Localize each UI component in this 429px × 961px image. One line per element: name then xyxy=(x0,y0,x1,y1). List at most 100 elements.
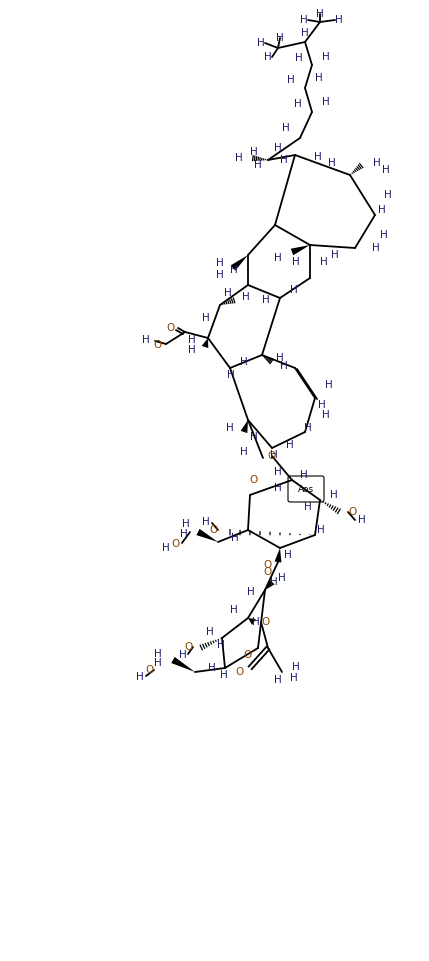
Text: H: H xyxy=(301,28,309,38)
Text: H: H xyxy=(250,147,258,157)
Text: H: H xyxy=(274,253,282,263)
Polygon shape xyxy=(196,529,218,542)
Text: H: H xyxy=(226,423,234,433)
Text: H: H xyxy=(206,627,214,637)
Text: H: H xyxy=(227,370,235,380)
Text: O: O xyxy=(172,539,180,549)
Text: H: H xyxy=(294,99,302,109)
Text: H: H xyxy=(202,517,210,527)
Text: H: H xyxy=(304,423,312,433)
Text: H: H xyxy=(276,33,284,43)
Text: H: H xyxy=(318,400,326,410)
Text: O: O xyxy=(185,642,193,652)
Text: H: H xyxy=(188,335,196,345)
Text: O: O xyxy=(244,650,252,660)
Polygon shape xyxy=(202,338,208,348)
Text: H: H xyxy=(382,165,390,175)
Text: H: H xyxy=(320,257,328,267)
Text: H: H xyxy=(242,292,250,302)
Text: H: H xyxy=(231,533,239,543)
Text: H: H xyxy=(220,670,228,680)
Text: H: H xyxy=(322,97,330,107)
Text: H: H xyxy=(300,15,308,25)
Text: H: H xyxy=(335,15,343,25)
Text: H: H xyxy=(286,440,294,450)
Text: H: H xyxy=(254,160,262,170)
Text: H: H xyxy=(262,295,270,305)
Text: O: O xyxy=(146,665,154,675)
Text: H: H xyxy=(280,155,288,165)
Text: H: H xyxy=(317,525,325,535)
Text: O: O xyxy=(264,560,272,570)
Text: H: H xyxy=(274,467,282,477)
Text: H: H xyxy=(300,470,308,480)
Text: H: H xyxy=(292,662,300,672)
Text: H: H xyxy=(322,52,330,62)
Text: H: H xyxy=(292,257,300,267)
Text: H: H xyxy=(154,658,162,668)
Text: H: H xyxy=(142,335,150,345)
Text: H: H xyxy=(290,673,298,683)
Text: H: H xyxy=(284,550,292,560)
Text: H: H xyxy=(264,52,272,62)
Text: O: O xyxy=(348,507,356,517)
Text: O: O xyxy=(210,525,218,535)
Text: H: H xyxy=(216,258,224,268)
Text: H: H xyxy=(380,230,388,240)
Text: H: H xyxy=(240,357,248,367)
Text: H: H xyxy=(287,75,295,85)
Polygon shape xyxy=(171,657,195,672)
Text: H: H xyxy=(154,649,162,659)
Text: H: H xyxy=(247,587,255,597)
Text: H: H xyxy=(304,502,312,512)
Text: H: H xyxy=(257,38,265,48)
Text: H: H xyxy=(235,153,243,163)
Text: H: H xyxy=(295,53,303,63)
FancyBboxPatch shape xyxy=(288,476,324,502)
Text: H: H xyxy=(202,313,210,323)
Text: H: H xyxy=(373,158,381,168)
Text: H: H xyxy=(217,640,225,650)
Text: O: O xyxy=(236,667,244,677)
Text: H: H xyxy=(372,243,380,253)
Text: H: H xyxy=(290,285,298,295)
Text: H: H xyxy=(384,190,392,200)
Text: H: H xyxy=(274,675,282,685)
Text: H: H xyxy=(188,345,196,355)
Text: H: H xyxy=(180,529,188,539)
Text: H: H xyxy=(182,519,190,529)
Text: H: H xyxy=(274,483,282,493)
Text: O: O xyxy=(261,617,269,627)
Text: O: O xyxy=(264,567,272,577)
Text: H: H xyxy=(315,73,323,83)
Text: H: H xyxy=(280,361,288,371)
Polygon shape xyxy=(248,618,256,625)
Text: H: H xyxy=(270,450,278,460)
Text: H: H xyxy=(314,152,322,162)
Text: H: H xyxy=(250,432,258,442)
Text: O: O xyxy=(167,323,175,333)
Text: H: H xyxy=(230,605,238,615)
Text: H: H xyxy=(270,577,278,587)
Text: H: H xyxy=(252,617,260,627)
Text: H: H xyxy=(276,353,284,363)
Text: H: H xyxy=(224,288,232,298)
Text: H: H xyxy=(162,543,170,553)
Text: H: H xyxy=(208,663,216,673)
Polygon shape xyxy=(291,245,310,256)
Polygon shape xyxy=(275,548,281,562)
Text: Aos: Aos xyxy=(298,485,314,495)
Text: H: H xyxy=(331,250,339,260)
Text: H: H xyxy=(316,9,324,19)
Polygon shape xyxy=(231,255,248,271)
Polygon shape xyxy=(241,420,248,433)
Text: H: H xyxy=(330,490,338,500)
Text: H: H xyxy=(136,672,144,682)
Text: H: H xyxy=(216,270,224,280)
Text: H: H xyxy=(240,447,248,457)
Text: H: H xyxy=(274,143,282,153)
Text: H: H xyxy=(358,515,366,525)
Text: H: H xyxy=(378,205,386,215)
Text: H: H xyxy=(325,380,333,390)
Text: H: H xyxy=(328,158,336,168)
